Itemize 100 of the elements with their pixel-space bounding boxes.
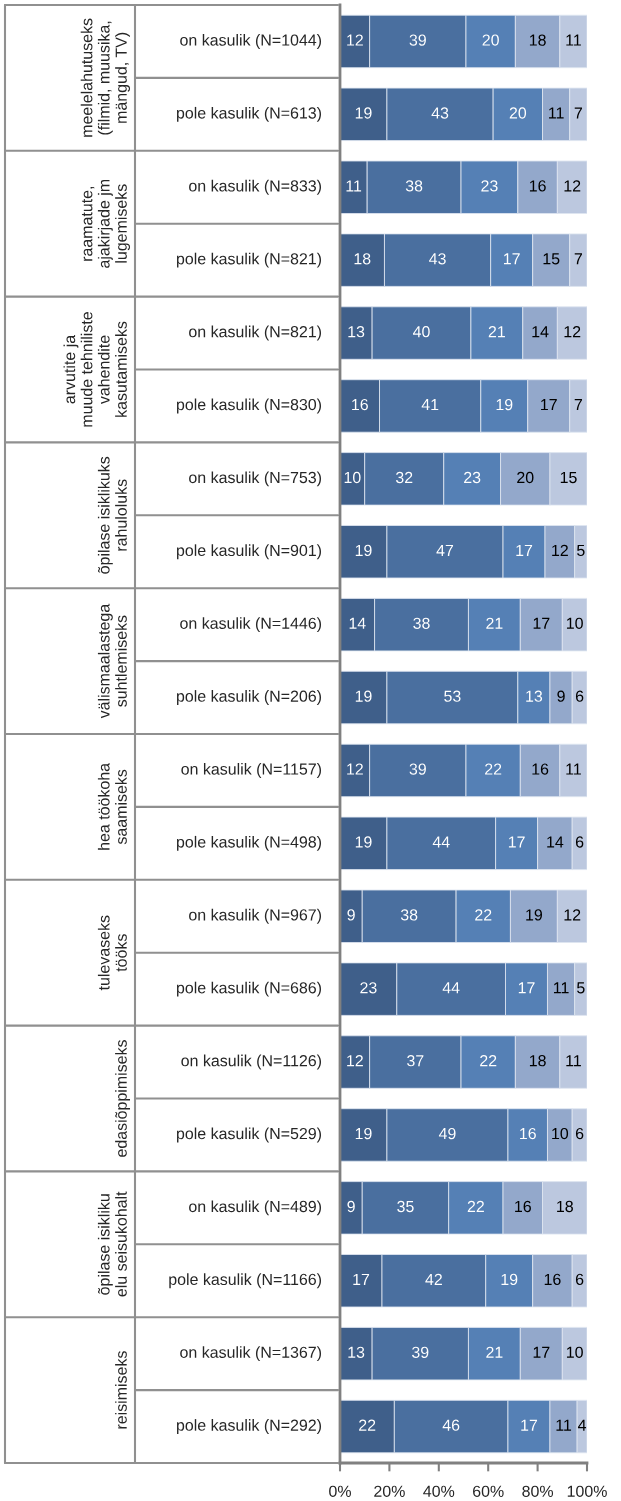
data-label: 5	[577, 982, 585, 994]
data-label: 12	[564, 180, 581, 192]
y-tick-label: on kasulik (N=1044)	[180, 34, 322, 49]
data-label: 12	[347, 1055, 363, 1067]
data-label: 44	[432, 836, 450, 848]
data-label: 6	[575, 690, 584, 702]
data-label: 7	[574, 107, 582, 119]
data-label: 46	[442, 1419, 460, 1431]
data-label: 21	[486, 1346, 503, 1358]
data-label: 18	[529, 34, 546, 46]
data-label: 17	[508, 836, 525, 848]
data-label: 17	[533, 617, 550, 629]
data-label: 22	[359, 1419, 376, 1431]
y-tick-label: pole kasulik (N=498)	[176, 835, 322, 851]
y-tick-label: pole kasulik (N=686)	[176, 981, 322, 997]
data-label: 19	[355, 690, 372, 702]
y-tick-label: on kasulik (N=1157)	[181, 763, 322, 778]
y-tick-label: pole kasulik (N=830)	[176, 398, 322, 414]
data-label: 11	[346, 180, 362, 192]
y-tick-label: on kasulik (N=489)	[189, 1200, 322, 1216]
data-label: 40	[412, 326, 430, 338]
text: välismaalastega suhtlemiseks	[97, 603, 127, 719]
data-label: 17	[353, 1273, 370, 1285]
data-label: 6	[575, 1127, 584, 1140]
text: raamatute, ajakirjade jm lugemiseks	[81, 179, 130, 268]
data-label: 19	[526, 909, 543, 921]
data-label: 21	[486, 617, 503, 629]
y-tick-label: pole kasulik (N=206)	[176, 690, 322, 705]
data-label: 43	[429, 253, 446, 265]
data-label: 16	[529, 180, 546, 192]
data-label: 22	[480, 1055, 497, 1067]
data-label: 16	[515, 1200, 531, 1213]
y-tick-label: on kasulik (N=821)	[189, 325, 322, 341]
data-label: 16	[520, 1127, 536, 1140]
data-label: 13	[348, 326, 365, 338]
data-label: 19	[355, 1127, 372, 1140]
data-label: 15	[560, 471, 577, 484]
data-label: 18	[557, 1200, 573, 1213]
data-label: 39	[409, 34, 426, 46]
y-tick-label: on kasulik (N=967)	[189, 908, 322, 924]
x-tick-label: 20%	[374, 1485, 405, 1497]
y-tick-label: on kasulik (N=753)	[189, 471, 322, 487]
data-label: 47	[436, 544, 454, 556]
text: õpilase isikliku elu seisukohalt	[97, 1191, 127, 1297]
x-tick-label: 0%	[329, 1485, 351, 1497]
y-tick-label: pole kasulik (N=1166)	[169, 1273, 322, 1289]
data-label: 10	[552, 1127, 569, 1140]
data-label: 17	[518, 982, 535, 994]
data-label: 19	[355, 836, 372, 848]
data-label: 17	[521, 1419, 538, 1431]
data-label: 11	[556, 1419, 572, 1431]
data-label: 17	[504, 253, 520, 265]
text: arvutite ja muude tehniliste vahendite kasutamiseks	[63, 312, 127, 427]
data-label: 38	[413, 617, 430, 629]
data-label: 49	[438, 1127, 456, 1140]
data-label: 7	[574, 253, 582, 265]
data-label: 38	[405, 180, 423, 192]
data-label: 10	[566, 617, 583, 629]
data-label: 19	[355, 544, 372, 557]
data-label: 16	[544, 1273, 561, 1286]
data-label: 11	[566, 1055, 581, 1067]
data-label: 35	[397, 1200, 414, 1213]
y-tick-label: on kasulik (N=1126)	[181, 1054, 322, 1070]
data-label: 12	[552, 544, 568, 556]
data-label: 10	[344, 471, 361, 484]
data-label: 7	[574, 399, 582, 411]
data-label: 16	[352, 398, 368, 411]
text: edasiõppimiseks	[115, 1040, 130, 1157]
data-label: 39	[412, 1346, 429, 1358]
data-label: 37	[407, 1055, 424, 1067]
data-label: 22	[475, 909, 492, 921]
data-label: 18	[354, 253, 371, 265]
y-tick-label: pole kasulik (N=292)	[176, 1419, 322, 1434]
data-label: 15	[543, 253, 560, 265]
data-label: 14	[349, 617, 366, 629]
data-label: 10	[566, 1346, 583, 1358]
data-label: 23	[481, 180, 498, 192]
text: tulevaseks tööks	[97, 915, 127, 991]
data-label: 12	[347, 34, 363, 46]
text: reisimiseks	[115, 1351, 127, 1429]
x-tick-label: 100%	[567, 1485, 607, 1497]
data-label: 22	[485, 763, 502, 775]
data-label: 5	[577, 544, 585, 557]
data-label: 17	[541, 399, 557, 411]
data-label: 18	[529, 1055, 546, 1067]
data-label: 12	[564, 326, 581, 338]
data-label: 11	[553, 982, 569, 994]
y-tick-label: pole kasulik (N=901)	[176, 544, 322, 560]
data-label: 22	[467, 1200, 484, 1212]
data-label: 13	[526, 690, 543, 702]
y-tick-label: pole kasulik (N=821)	[176, 252, 322, 268]
data-label: 32	[395, 471, 413, 484]
data-label: 13	[348, 1346, 365, 1358]
data-label: 44	[442, 982, 460, 994]
data-label: 19	[355, 107, 372, 119]
data-label: 11	[566, 763, 581, 775]
data-label: 19	[501, 1273, 518, 1286]
data-label: 19	[496, 398, 513, 411]
y-tick-label: pole kasulik (N=613)	[176, 106, 322, 122]
data-label: 41	[421, 399, 439, 411]
